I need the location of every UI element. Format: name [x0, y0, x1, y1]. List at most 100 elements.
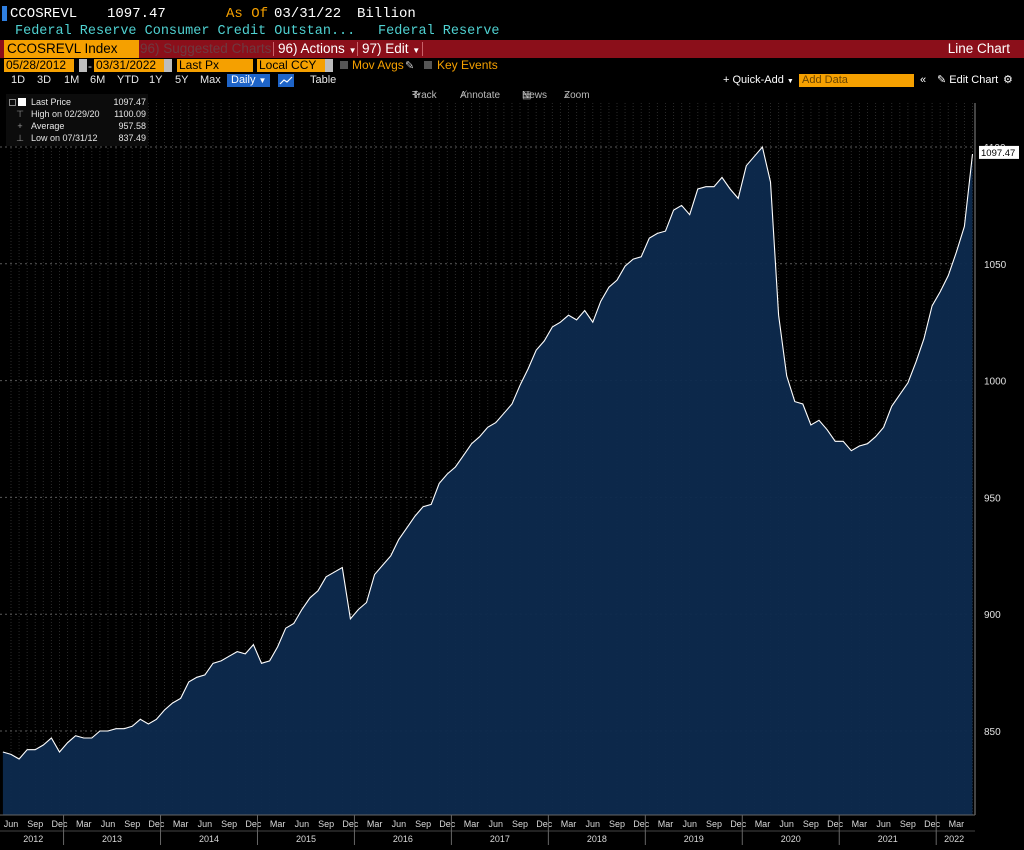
x-tick-label: Mar	[949, 819, 965, 829]
x-tick-label: Mar	[270, 819, 286, 829]
period-max[interactable]: Max	[200, 74, 221, 86]
x-tick-label: Jun	[295, 819, 310, 829]
y-tick-label: 900	[984, 610, 1001, 621]
legend-key: Low on 07/31/12	[31, 133, 98, 143]
crosshair-icon: ✛	[412, 90, 421, 101]
series-area	[2, 147, 973, 815]
x-tick-label: Sep	[609, 819, 625, 829]
x-year-label: 2018	[587, 834, 607, 844]
pencil-icon[interactable]: ✎	[405, 60, 415, 72]
x-tick-label: Sep	[415, 819, 431, 829]
key-events-label[interactable]: Key Events	[437, 58, 498, 72]
x-tick-label: Jun	[779, 819, 794, 829]
x-year-label: 2020	[781, 834, 801, 844]
field-selector[interactable]: Last Px	[177, 59, 253, 72]
x-tick-label: Dec	[148, 819, 165, 829]
frequency-selector[interactable]: Daily ▼	[227, 74, 271, 87]
collapse-toggle-icon[interactable]	[9, 99, 16, 106]
x-tick-label: Jun	[682, 819, 697, 829]
x-year-label: 2021	[878, 834, 898, 844]
as-of-label: As Of	[226, 6, 269, 22]
as-of-date: 03/31/22	[274, 6, 342, 22]
x-tick-label: Sep	[27, 819, 43, 829]
period-1y[interactable]: 1Y	[149, 74, 163, 86]
period-6m[interactable]: 6M	[90, 74, 106, 86]
table-button[interactable]: Table	[310, 74, 337, 86]
period-1d[interactable]: 1D	[11, 74, 26, 86]
period-ytd[interactable]: YTD	[117, 74, 139, 86]
x-tick-label: Jun	[198, 819, 213, 829]
legend-value: 1097.47	[113, 97, 146, 107]
edit-menu[interactable]: 97) Edit ▼	[362, 40, 420, 58]
calendar-icon[interactable]	[79, 59, 87, 72]
x-tick-label: Dec	[439, 819, 456, 829]
legend-value: 957.58	[118, 121, 146, 131]
end-date-field[interactable]: 03/31/2022	[94, 59, 164, 72]
line-chart[interactable]: 8509009501000105011001097.47JunSepDecMar…	[0, 88, 1024, 850]
date-range-dash: -	[88, 59, 92, 73]
legend-key: Last Price	[31, 97, 72, 107]
track-label: Track	[412, 90, 437, 101]
x-year-label: 2015	[296, 834, 316, 844]
x-tick-label: Sep	[318, 819, 334, 829]
divider	[422, 42, 423, 56]
security-field[interactable]: CCOSREVL Index	[4, 40, 139, 58]
y-tick-label: 850	[984, 727, 1001, 738]
average-marker-icon: +	[17, 121, 23, 131]
annotate-icon: ⟋	[460, 90, 467, 101]
legend-key: Average	[31, 121, 65, 131]
mov-avgs-checkbox[interactable]	[340, 61, 348, 69]
suggested-charts-button[interactable]: 96) Suggested Charts	[140, 41, 272, 56]
x-tick-label: Sep	[124, 819, 140, 829]
high-marker-icon: ⊤	[16, 109, 24, 119]
x-tick-label: Dec	[633, 819, 650, 829]
legend-high: ⊤ High on 02/29/20 1100.09	[6, 108, 148, 120]
last-price: 1097.47	[107, 6, 166, 22]
key-events-checkbox[interactable]	[424, 61, 432, 69]
calendar-icon[interactable]	[164, 59, 172, 72]
security-header: CCOSREVL 1097.47 As Of 03/31/22 Billion	[0, 4, 1024, 22]
actions-menu[interactable]: 96) Actions ▼	[278, 40, 356, 58]
period-5y[interactable]: 5Y	[175, 74, 189, 86]
edit-chart-button[interactable]: ✎ Edit Chart	[937, 74, 998, 87]
legend-value: 1100.09	[114, 109, 146, 119]
low-marker-icon: ⊥	[16, 133, 24, 143]
x-tick-label: Mar	[464, 819, 480, 829]
period-1m[interactable]: 1M	[64, 74, 80, 86]
x-tick-label: Jun	[586, 819, 601, 829]
edit-label: 97) Edit	[362, 41, 409, 56]
series-line	[2, 145, 974, 760]
legend-key: High on 02/29/20	[31, 109, 100, 119]
currency-selector[interactable]: Local CCY	[257, 59, 325, 72]
line-chart-icon[interactable]	[278, 74, 294, 87]
chevron-down-icon: ▼	[412, 46, 421, 55]
ticker: CCOSREVL	[10, 6, 78, 22]
legend-last-price: Last Price 1097.47	[6, 96, 148, 108]
chart-type-title: Line Chart	[947, 41, 1010, 56]
legend-value: 837.49	[118, 133, 146, 143]
x-tick-label: Dec	[51, 819, 68, 829]
x-year-label: 2022	[944, 834, 964, 844]
divider	[273, 42, 274, 56]
x-year-label: 2016	[393, 834, 413, 844]
frequency-label: Daily	[231, 74, 256, 86]
collapse-icon[interactable]: «	[920, 74, 927, 86]
period-3d[interactable]: 3D	[37, 74, 52, 86]
start-date-field[interactable]: 05/28/2012	[4, 59, 74, 72]
last-value-box	[979, 145, 1019, 159]
description-line: Federal Reserve Consumer Credit Outstan.…	[0, 23, 1024, 40]
add-data-input[interactable]: Add Data	[799, 74, 914, 87]
x-tick-label: Mar	[658, 819, 674, 829]
news-icon: ▤	[522, 90, 532, 101]
gear-icon[interactable]: ⚙	[1003, 74, 1013, 86]
y-tick-label: 1000	[984, 377, 1007, 388]
x-tick-label: Jun	[392, 819, 407, 829]
x-tick-label: Dec	[342, 819, 359, 829]
chevron-down-icon[interactable]	[325, 59, 333, 72]
mov-avgs-label[interactable]: Mov Avgs	[352, 58, 404, 72]
quick-add-label: Quick-Add	[732, 74, 784, 86]
x-tick-label: Mar	[76, 819, 92, 829]
zoom-label: Zoom	[564, 90, 590, 101]
quick-add-menu[interactable]: + Quick-Add ▼	[723, 74, 794, 86]
x-year-label: 2014	[199, 834, 219, 844]
